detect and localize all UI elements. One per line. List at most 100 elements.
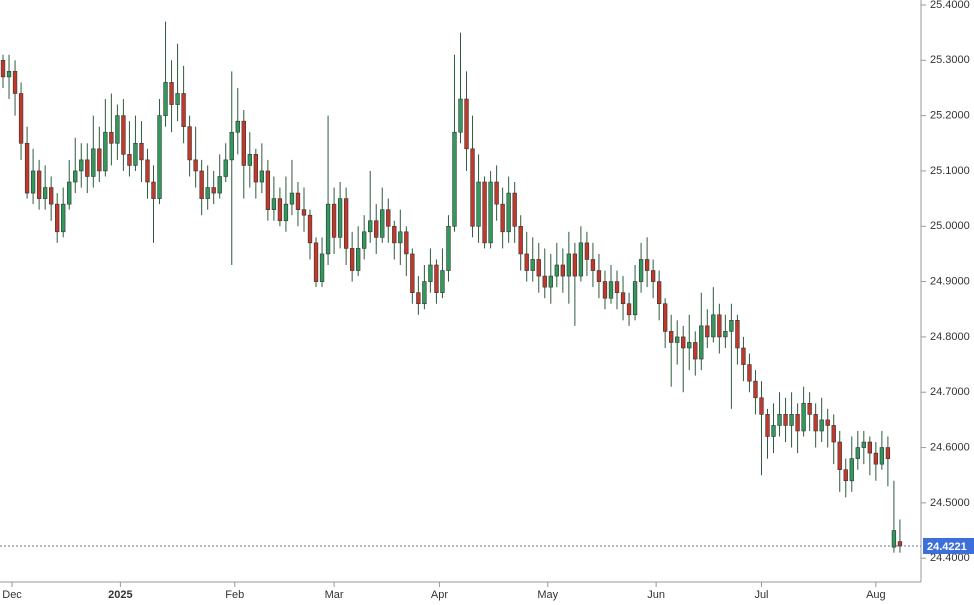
candle-body xyxy=(855,447,860,459)
candle-body xyxy=(169,82,174,105)
candle-body xyxy=(24,142,30,194)
candle-body xyxy=(530,259,535,271)
candle-body xyxy=(241,120,246,166)
candle-body xyxy=(319,253,325,282)
candle-body xyxy=(789,414,794,426)
candle-body xyxy=(578,242,584,277)
y-tick-label: 25.1000 xyxy=(930,165,970,177)
candle-body xyxy=(187,126,192,161)
x-tick-label: Feb xyxy=(225,589,244,601)
candle-body xyxy=(42,187,48,199)
candle-body xyxy=(337,198,343,238)
candle-body xyxy=(163,82,168,116)
candle-body xyxy=(470,148,475,227)
candle-body xyxy=(223,159,228,177)
y-tick-label: 24.4000 xyxy=(930,552,970,564)
candle-body xyxy=(632,281,638,316)
candle-body xyxy=(500,203,505,233)
candle-body xyxy=(464,98,469,150)
candle-body xyxy=(494,181,499,205)
candle-body xyxy=(644,259,650,271)
candle-body xyxy=(476,181,481,227)
candle-body xyxy=(572,253,578,277)
candle-body xyxy=(482,181,487,244)
candle-body xyxy=(428,264,433,282)
candle-body xyxy=(813,414,818,432)
candle-body xyxy=(596,270,602,282)
candle-body xyxy=(331,203,337,238)
candle-body xyxy=(831,425,836,443)
candle-body xyxy=(512,192,517,227)
candle-body xyxy=(313,242,319,282)
x-tick-label: Jul xyxy=(754,589,768,601)
candle-body xyxy=(18,93,24,144)
candle-body xyxy=(121,115,126,155)
candle-body xyxy=(506,192,511,233)
candle-body xyxy=(61,203,66,233)
candle-body xyxy=(115,115,120,144)
candle-body xyxy=(747,364,752,382)
candle-body xyxy=(109,131,114,144)
candle-body xyxy=(638,259,644,282)
x-tick-label: May xyxy=(537,589,558,601)
candle-body xyxy=(867,441,872,454)
last-price-label: 24.4221 xyxy=(927,541,967,553)
candle-body xyxy=(518,225,523,255)
candle-body xyxy=(783,414,788,426)
candle-body xyxy=(229,131,234,161)
candle-body xyxy=(711,314,716,338)
candle-body xyxy=(843,469,848,482)
candle-body xyxy=(6,71,12,78)
candle-body xyxy=(885,447,891,459)
candle-body xyxy=(554,264,559,277)
candle-body xyxy=(446,225,451,271)
candle-body xyxy=(675,336,680,343)
candle-body xyxy=(79,159,84,172)
x-tick-label: 2025 xyxy=(108,589,132,601)
candle-body xyxy=(602,281,608,299)
candle-body xyxy=(879,447,885,465)
candle-body xyxy=(548,275,553,288)
candle-body xyxy=(133,142,138,166)
candle-body xyxy=(36,170,42,199)
candle-body xyxy=(765,414,770,437)
candle-body xyxy=(349,248,355,271)
candle-body xyxy=(741,347,746,365)
candle-body xyxy=(536,259,541,277)
candle-body xyxy=(67,181,72,205)
candle-body xyxy=(193,159,198,172)
candle-body xyxy=(73,170,78,183)
candle-body xyxy=(626,303,632,316)
candle-body xyxy=(157,115,162,199)
candle-body xyxy=(380,209,385,238)
candle-body xyxy=(614,281,620,293)
candle-body xyxy=(488,181,493,244)
x-tick-label: Mar xyxy=(325,589,344,601)
candle-body xyxy=(139,142,144,161)
candle-body xyxy=(289,192,295,205)
candle-body xyxy=(392,225,397,244)
candle-body xyxy=(891,530,897,548)
candle-body xyxy=(103,131,108,172)
candle-body xyxy=(795,414,800,432)
last-price-box xyxy=(923,537,974,554)
x-tick-label: Aug xyxy=(866,589,886,601)
candle-body xyxy=(771,425,776,437)
candle-body xyxy=(145,159,150,183)
candle-body xyxy=(837,441,842,470)
candle-body xyxy=(325,203,331,255)
candle-body xyxy=(729,320,734,332)
candle-body xyxy=(91,148,96,177)
candle-body xyxy=(819,419,824,432)
candle-body xyxy=(440,270,445,293)
candle-body xyxy=(374,220,379,238)
y-tick-label: 24.5000 xyxy=(930,497,970,509)
candle-body xyxy=(723,331,728,338)
candle-body xyxy=(386,209,391,227)
candle-body xyxy=(49,187,54,205)
candle-body xyxy=(343,198,349,249)
candle-body xyxy=(151,181,156,199)
candle-body xyxy=(777,414,782,426)
candle-body xyxy=(368,220,373,233)
candle-body xyxy=(873,452,879,465)
